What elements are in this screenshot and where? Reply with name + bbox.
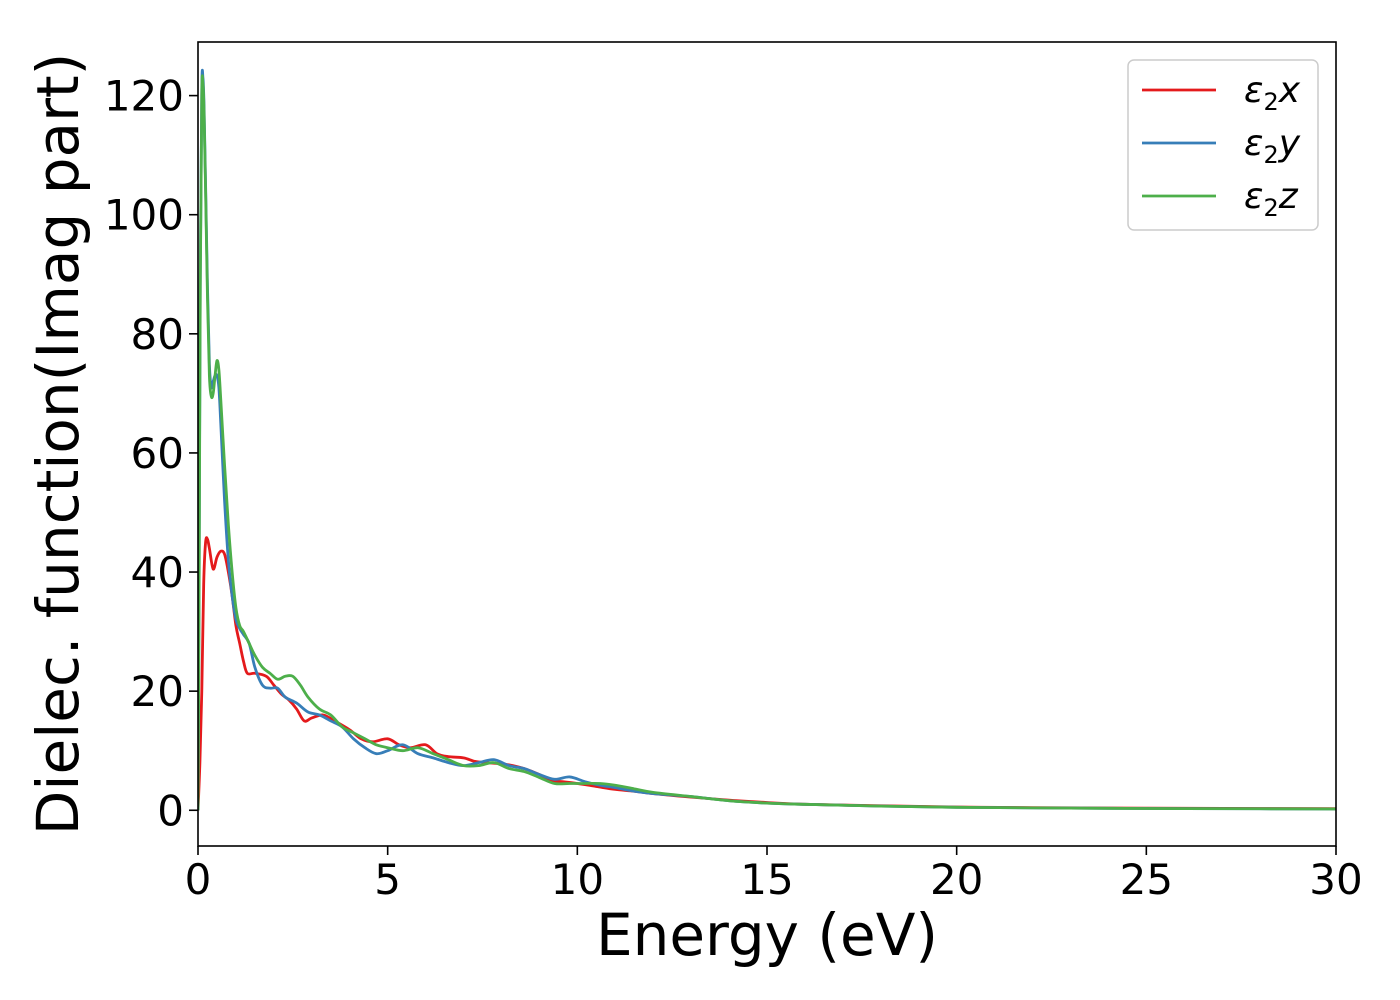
x-tick-label: 10 — [551, 855, 604, 904]
legend: ε2x ε2y ε2z — [1127, 59, 1319, 231]
y-tick-label: 0 — [157, 786, 184, 835]
x-tick-label: 30 — [1309, 855, 1362, 904]
y-tick-label: 40 — [131, 548, 184, 597]
x-axis-ticks: 0 5 10 15 20 25 30 — [185, 846, 1363, 904]
x-tick-label: 20 — [930, 855, 983, 904]
y-tick-label: 20 — [131, 667, 184, 716]
y-axis-ticks: 0 20 40 60 80 100 120 — [104, 72, 198, 835]
y-axis-title: Dielec. function(Imag part) — [24, 53, 92, 836]
legend-label: ε2z — [1244, 176, 1299, 222]
x-tick-label: 15 — [740, 855, 793, 904]
legend-label: ε2x — [1244, 70, 1301, 116]
x-tick-label: 5 — [374, 855, 401, 904]
y-tick-label: 60 — [131, 429, 184, 478]
y-tick-label: 100 — [104, 191, 184, 240]
y-tick-label: 80 — [131, 310, 184, 359]
legend-label: ε2y — [1244, 123, 1301, 169]
x-tick-label: 25 — [1120, 855, 1173, 904]
x-tick-label: 0 — [185, 855, 212, 904]
y-tick-label: 120 — [104, 72, 184, 121]
series-line-2 — [198, 74, 1336, 811]
legend-box — [1127, 59, 1319, 231]
x-axis-title: Energy (eV) — [596, 901, 938, 969]
series-layer — [198, 68, 1336, 811]
